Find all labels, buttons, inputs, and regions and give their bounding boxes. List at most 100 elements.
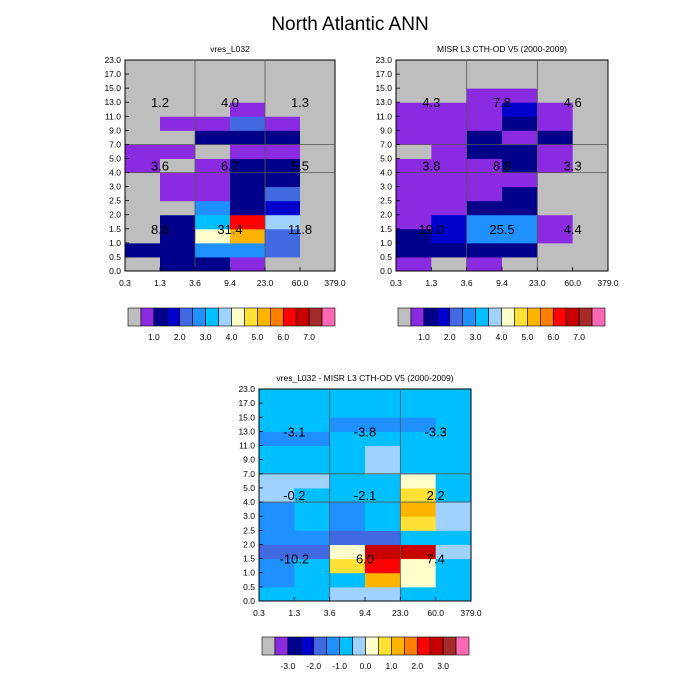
colorbar-label: 4.0 (226, 332, 238, 342)
heatmap-cell (400, 516, 437, 531)
colorbar-label: 5.0 (251, 332, 263, 342)
heatmap-cell (294, 459, 331, 475)
heatmap-cell (537, 200, 574, 216)
heatmap-cell (365, 459, 401, 475)
heatmap-cell (466, 116, 503, 131)
colorbar-label: 1.0 (418, 332, 430, 342)
heatmap-cell (230, 256, 266, 272)
heatmap-cell (265, 130, 301, 145)
heatmap-cell (259, 572, 295, 588)
heatmap-cell (537, 116, 574, 131)
colorbar-swatch (591, 307, 606, 327)
heatmap-cell (230, 144, 266, 159)
heatmap-cell (160, 102, 196, 117)
heatmap-cell (294, 530, 331, 545)
heatmap-cell (125, 130, 161, 145)
y-tick-label: 1.0 (243, 568, 255, 578)
heatmap-cell (300, 88, 336, 103)
heatmap-cell (396, 60, 432, 75)
heatmap-cell (160, 60, 196, 75)
colorbar-swatch (404, 636, 418, 656)
x-tick-label: 9.4 (224, 278, 236, 288)
colorbar-swatch (410, 307, 425, 327)
x-tick-label: 3.6 (324, 608, 336, 618)
colorbar-label: 3.0 (437, 661, 449, 671)
colorbar-label: 6.0 (277, 332, 289, 342)
colorbar-swatch (397, 307, 412, 327)
colorbar-label: 3.0 (470, 332, 482, 342)
heatmap-cell (435, 459, 472, 475)
heatmap-cell (572, 228, 609, 244)
heatmap-cell (300, 186, 336, 202)
colorbar-swatch (462, 307, 476, 327)
heatmap-cell (125, 256, 161, 272)
group-value-label: 4.6 (564, 95, 582, 110)
colorbar-swatch (578, 307, 593, 327)
panel-title: vres_L032 - MISR L3 CTH-OD V5 (2000-2009… (276, 373, 453, 383)
colorbar-swatch (287, 636, 302, 656)
heatmap-cell (572, 144, 609, 159)
heatmap-cell (230, 74, 266, 89)
heatmap-cell (365, 431, 401, 447)
heatmap-cell (294, 417, 331, 432)
heatmap-cell (365, 389, 401, 404)
y-tick-label: 15.0 (238, 412, 255, 422)
colorbar-swatch (192, 307, 206, 327)
heatmap-cell (365, 487, 401, 503)
heatmap-cell (265, 60, 301, 75)
heatmap-cell (435, 389, 472, 404)
heatmap-cell (502, 228, 538, 244)
heatmap-cell (125, 214, 161, 230)
heatmap-cell (230, 116, 266, 131)
heatmap-cell (160, 172, 196, 188)
colorbar-swatch (257, 307, 271, 327)
heatmap-cell (537, 102, 574, 117)
colorbar-swatch (514, 307, 528, 327)
heatmap-cell (431, 60, 468, 75)
heatmap-cell (195, 256, 231, 272)
colorbar-swatch (423, 307, 438, 327)
heatmap-cell (195, 172, 231, 188)
heatmap-cell (466, 130, 503, 145)
heatmap-cell (195, 144, 231, 159)
heatmap-cell (435, 445, 472, 461)
heatmap-cell (435, 431, 472, 447)
heatmap-cell (365, 530, 401, 545)
heatmap-cell (294, 572, 331, 588)
heatmap-cell (259, 459, 295, 475)
heatmap-cell (400, 487, 437, 503)
y-tick-label: 0.0 (109, 266, 121, 276)
heatmap-cell (300, 158, 336, 174)
heatmap-cell (400, 558, 437, 574)
heatmap-cell (195, 116, 231, 131)
colorbar-swatch (540, 307, 554, 327)
heatmap-cell (265, 186, 301, 202)
heatmap-cell (537, 74, 574, 89)
heatmap-cell (572, 88, 609, 103)
colorbar-swatch (179, 307, 193, 327)
heatmap-cell (265, 102, 301, 117)
heatmap-cell (400, 417, 437, 432)
y-tick-label: 3.0 (380, 182, 392, 192)
heatmap-cell (265, 88, 301, 103)
heatmap-cell (435, 586, 472, 602)
heatmap-cell (400, 544, 437, 560)
group-value-label: 1.2 (151, 95, 169, 110)
colorbar-swatch (455, 636, 470, 656)
heatmap-cell (230, 242, 266, 258)
heatmap-cell (572, 214, 609, 230)
y-tick-label: 5.0 (243, 483, 255, 493)
heatmap-cell (466, 228, 503, 244)
heatmap-cell (195, 186, 231, 202)
heatmap-cell (502, 74, 538, 89)
colorbar-label: 7.0 (573, 332, 585, 342)
heatmap-cell (329, 473, 366, 489)
heatmap-cell (431, 88, 468, 103)
heatmap-cell (195, 130, 231, 145)
group-value-label: 5.5 (291, 159, 309, 174)
y-tick-label: 0.5 (109, 252, 121, 262)
heatmap-cell (431, 102, 468, 117)
colorbar-swatch (127, 307, 142, 327)
heatmap-cell (502, 214, 538, 230)
heatmap-cell (572, 158, 609, 174)
